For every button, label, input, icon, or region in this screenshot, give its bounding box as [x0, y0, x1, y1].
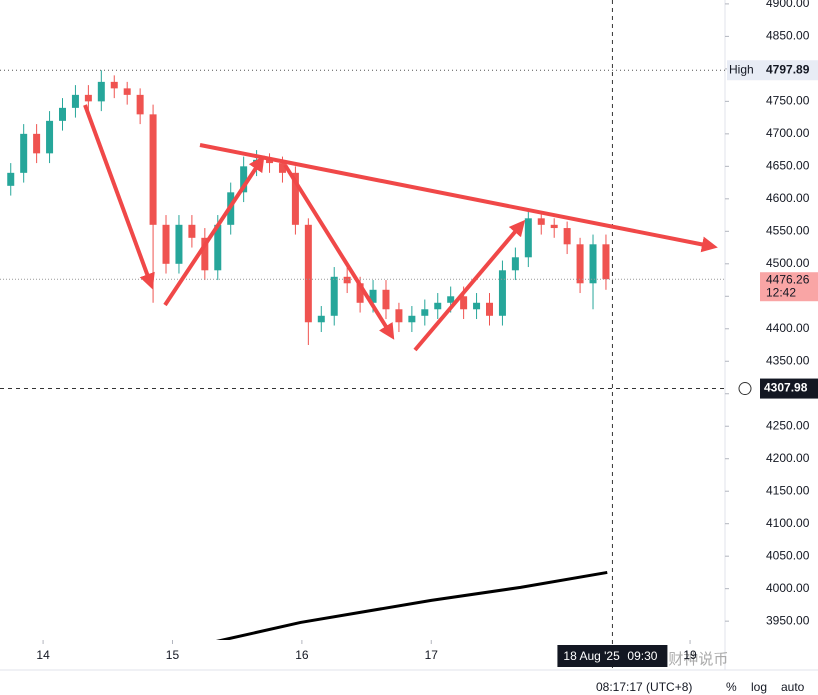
y-tick-label: 4400.00	[766, 321, 810, 335]
candle-body	[84, 94, 92, 102]
candle-body	[110, 81, 118, 89]
crosshair-y-box	[760, 378, 818, 399]
candle-body	[33, 133, 41, 154]
log-button[interactable]: log	[751, 680, 767, 694]
candle-body	[473, 302, 481, 310]
y-tick-label: 4550.00	[766, 223, 810, 237]
candle-body	[278, 163, 286, 173]
candle-body	[576, 244, 584, 284]
candle-body	[266, 159, 274, 164]
candle-body	[602, 244, 610, 280]
candle-body	[162, 224, 170, 264]
y-tick-label: 4350.00	[766, 353, 810, 367]
y-tick-label: 4850.00	[766, 29, 810, 43]
candle-body	[382, 289, 390, 310]
y-tick-label: 4650.00	[766, 159, 810, 173]
y-tick-label: 3950.00	[766, 613, 810, 627]
candle-body	[395, 309, 403, 323]
candle-body	[356, 283, 364, 303]
arrow	[199, 143, 718, 253]
x-tick-label: 16	[295, 648, 309, 662]
candle-body	[7, 172, 15, 186]
candle-body	[343, 276, 351, 284]
moving-average-line	[215, 570, 608, 640]
candle-body	[214, 224, 222, 271]
high-value: 4797.89	[766, 62, 810, 76]
percent-button[interactable]: %	[726, 680, 737, 694]
candle-body	[136, 94, 144, 115]
y-tick-label: 4600.00	[766, 191, 810, 205]
candle-body	[123, 88, 131, 95]
candle-body	[524, 218, 532, 258]
high-label-box	[727, 60, 818, 81]
candle-body	[550, 224, 558, 229]
y-tick-label: 4500.00	[766, 256, 810, 270]
candle-body	[563, 228, 571, 245]
candle-body	[71, 94, 79, 108]
high-label: High	[729, 62, 754, 76]
candle-body	[511, 257, 519, 271]
candle-body	[408, 315, 416, 323]
candle-body	[330, 276, 338, 316]
candle-body	[97, 81, 105, 102]
crosshair-y-label: 4307.98	[764, 381, 808, 395]
arrow	[283, 163, 395, 340]
crosshair-x-label: 18 Aug '25	[563, 649, 620, 663]
candle-body	[486, 302, 494, 316]
arrow	[83, 104, 155, 290]
y-tick-label: 4000.00	[766, 581, 810, 595]
y-tick-label: 4700.00	[766, 126, 810, 140]
last-price-label: 4476.26	[766, 272, 810, 286]
y-tick-label: 4150.00	[766, 483, 810, 497]
last-price-box	[760, 272, 818, 302]
candle-body	[201, 237, 209, 271]
auto-button[interactable]: auto	[781, 680, 805, 694]
candle-body	[291, 172, 299, 225]
candle-body	[149, 114, 157, 225]
candle-body	[589, 244, 597, 284]
annotation-arrows	[83, 104, 718, 352]
y-tick-label: 4100.00	[766, 516, 810, 530]
y-tick-label: 4200.00	[766, 451, 810, 465]
x-tick-label: 14	[36, 648, 50, 662]
countdown-label: 12:42	[766, 285, 796, 299]
x-tick-label: 19	[683, 648, 697, 662]
candle-body	[537, 218, 545, 225]
candle-body	[240, 166, 248, 193]
clock: 08:17:17 (UTC+8)	[596, 680, 692, 694]
candle-body	[498, 270, 506, 316]
candle-body	[188, 224, 196, 238]
candle-body	[20, 133, 28, 173]
candle-body	[175, 224, 183, 264]
crosshair-x-box	[557, 645, 668, 667]
y-tick-label: 4050.00	[766, 548, 810, 562]
y-tick-label: 4900.00	[766, 0, 810, 10]
crosshair-time-label: 09:30	[627, 649, 657, 663]
y-tick-label: 4750.00	[766, 94, 810, 108]
candle-body	[46, 120, 54, 154]
arrow	[413, 219, 526, 352]
x-tick-label: 15	[166, 648, 180, 662]
arrow	[163, 155, 265, 307]
candle-body	[58, 107, 66, 121]
x-tick-label: 17	[425, 648, 439, 662]
candle-body	[460, 296, 468, 310]
y-tick-label: 4250.00	[766, 418, 810, 432]
candle-body	[421, 309, 429, 316]
add-alert-button	[738, 382, 752, 396]
candle-body	[447, 296, 455, 303]
candle-body	[304, 224, 312, 323]
plot-area	[7, 70, 610, 640]
candle-body	[369, 289, 377, 303]
candle-body	[434, 302, 442, 310]
overlay	[83, 104, 718, 352]
candle-body	[317, 315, 325, 323]
